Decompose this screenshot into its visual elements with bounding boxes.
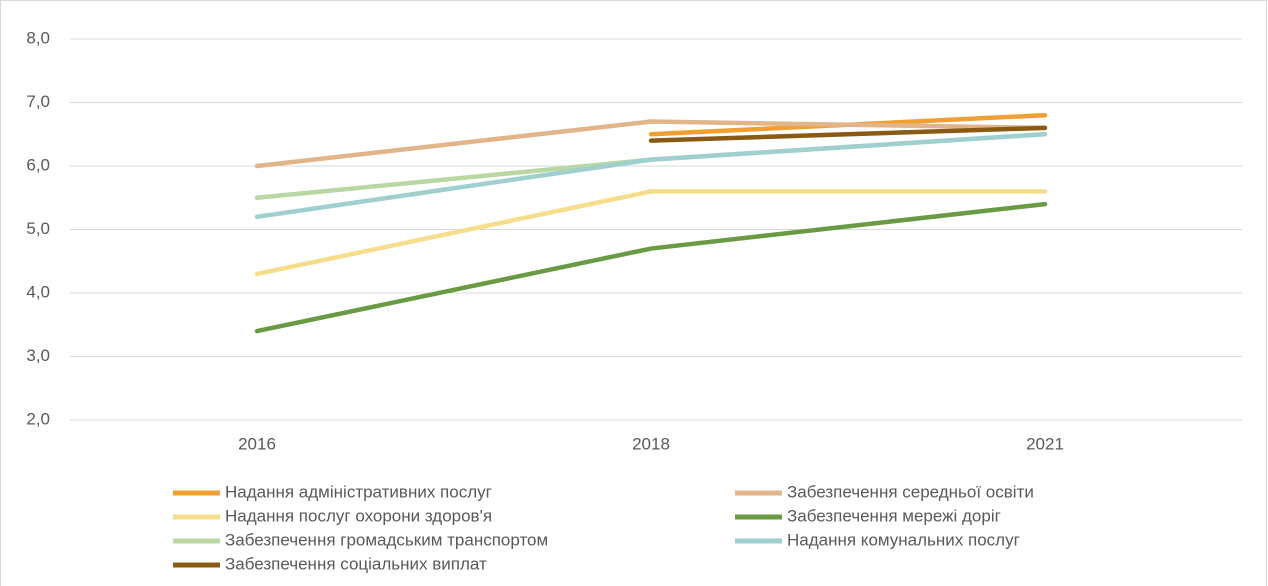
legend-label: Забезпечення громадським транспортом xyxy=(225,530,548,549)
legend-label: Надання адміністративних послуг xyxy=(225,482,492,501)
legend-label: Забезпечення мережі доріг xyxy=(787,506,1001,525)
legend-label: Надання комунальних послуг xyxy=(787,530,1020,549)
series-line xyxy=(254,119,1048,169)
legend-label: Забезпечення середньої освіти xyxy=(787,482,1034,501)
y-tick-label: 3,0 xyxy=(26,346,50,365)
series-line xyxy=(254,132,1048,220)
y-tick-label: 6,0 xyxy=(26,155,50,174)
legend-label: Забезпечення соціальних виплат xyxy=(225,554,487,573)
x-tick-label: 2018 xyxy=(632,434,670,453)
y-tick-label: 4,0 xyxy=(26,282,50,301)
legend-label: Надання послуг охорони здоров'я xyxy=(225,506,492,525)
x-tick-label: 2021 xyxy=(1026,434,1064,453)
x-tick-label: 2016 xyxy=(238,434,276,453)
series-line xyxy=(254,201,1048,334)
series-line xyxy=(648,125,1048,143)
series-line xyxy=(254,189,1048,277)
y-tick-label: 7,0 xyxy=(26,92,50,111)
y-tick-label: 8,0 xyxy=(26,28,50,47)
y-tick-label: 2,0 xyxy=(26,409,50,428)
y-tick-label: 5,0 xyxy=(26,219,50,238)
